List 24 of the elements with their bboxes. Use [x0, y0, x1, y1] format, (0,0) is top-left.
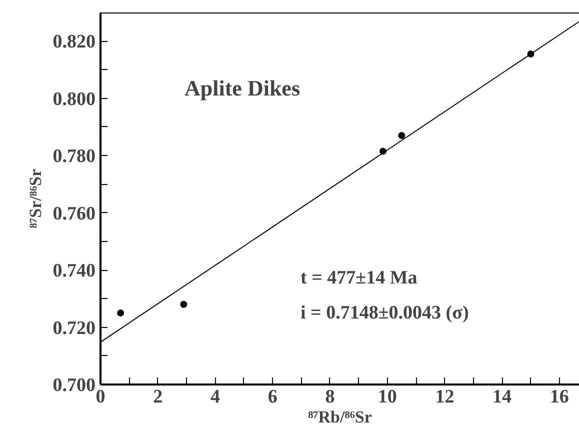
y-tick-label: 0.820 [52, 32, 96, 53]
y-tick-label: 0.720 [52, 318, 96, 339]
x-tick-label: 12 [435, 386, 454, 408]
y-tick-label: 0.800 [52, 88, 96, 110]
y-axis-title: ⁸⁷Sr/⁸⁶Sr [26, 168, 45, 228]
x-tick-label: 0 [96, 386, 106, 408]
x-tick-label: 4 [210, 386, 220, 408]
x-tick-label: 2 [153, 386, 163, 408]
y-tick-label: 0.740 [52, 260, 96, 282]
point [180, 300, 188, 308]
y-tick-label: 0.760 [52, 203, 96, 224]
point [398, 132, 406, 140]
x-tick-label: 6 [268, 386, 278, 408]
x-tick-label: 8 [325, 386, 335, 408]
annotation: i = 0.7148±0.0043 (σ) [300, 302, 469, 324]
x-tick-label: 16 [550, 386, 569, 408]
x-tick-label: 14 [492, 386, 512, 408]
y-tick-label: 0.700 [52, 375, 96, 396]
x-tick-label: 10 [378, 386, 397, 408]
x-axis-title: ⁸⁷Rb/⁸⁶Sr [308, 408, 372, 426]
point [117, 309, 124, 316]
y-tick-label: 0.780 [52, 146, 96, 168]
text: Aplite Dikes [184, 76, 300, 100]
annotation: t = 477±14 Ma [300, 268, 418, 288]
